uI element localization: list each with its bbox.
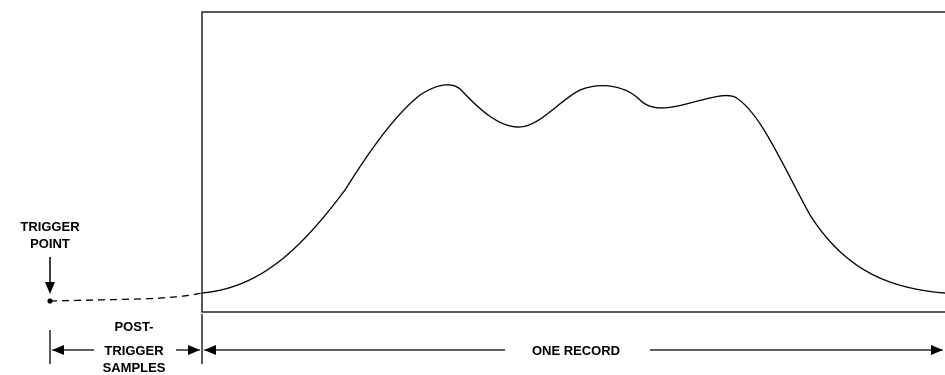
post-trigger-right-arrow-icon — [188, 345, 200, 355]
record-right-arrow-icon — [931, 345, 943, 355]
trigger-label-line1: TRIGGER — [20, 219, 80, 234]
trigger-point-dot — [47, 298, 53, 304]
record-label: ONE RECORD — [532, 343, 620, 358]
post-trigger-label-line3: SAMPLES — [103, 360, 166, 375]
waveform-dashed-lead — [49, 292, 203, 302]
trigger-label-line2: POINT — [30, 236, 70, 251]
trigger-arrow-head-icon — [45, 282, 55, 294]
record-window — [201, 11, 945, 313]
post-trigger-label-line2: TRIGGER — [104, 343, 164, 358]
record-left-arrow-icon — [204, 345, 216, 355]
post-trigger-label-line1: POST- — [114, 319, 153, 334]
post-trigger-left-arrow-icon — [52, 345, 64, 355]
waveform-curve — [201, 84, 945, 294]
